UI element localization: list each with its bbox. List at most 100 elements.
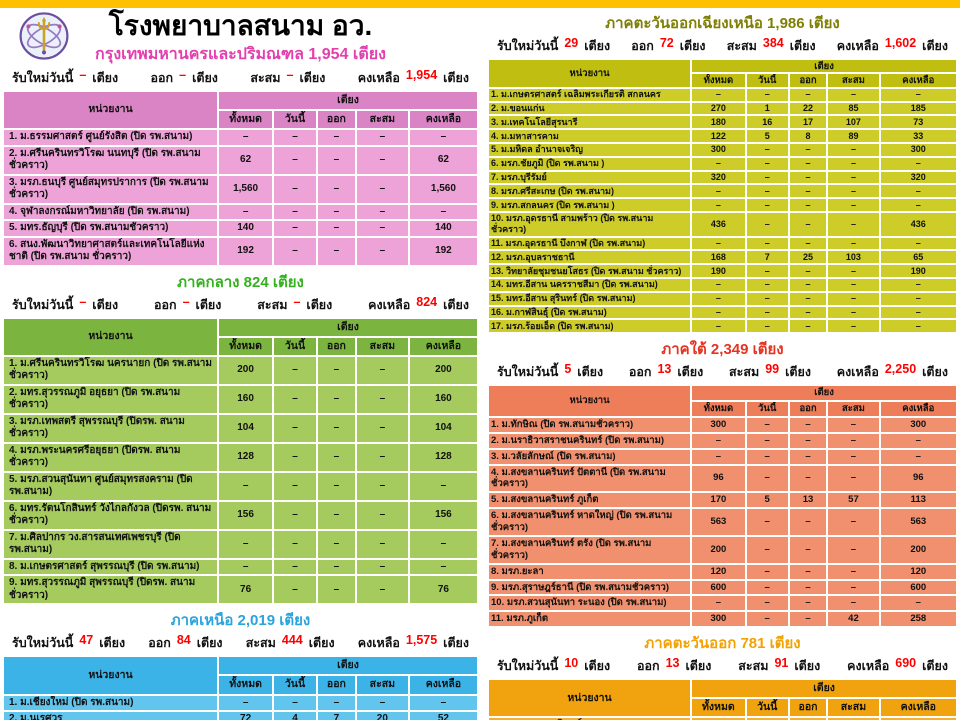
right-sections-host: ภาคตะวันออกเฉียงเหนือ 1,986 เตียง รับใหม…	[487, 8, 958, 720]
stat-unit: เตียง	[785, 365, 811, 380]
column-header: สะสม	[356, 337, 408, 355]
value-cell: –	[746, 88, 788, 101]
stat-label: ออก	[154, 297, 177, 312]
stat-label: ออก	[148, 636, 171, 651]
column-header: วันนี้	[746, 699, 788, 717]
value-cell: 103	[828, 251, 879, 264]
stat-label: คงเหลือ	[836, 365, 879, 380]
value-cell: –	[356, 130, 408, 145]
stat-value: 824	[416, 294, 438, 309]
value-cell: –	[880, 237, 956, 250]
unit-name-cell: 11. มรภ.ภูเก็ต	[489, 612, 691, 627]
unit-name-cell: 3. ม.วลัยลักษณ์ (ปิด รพ.สนาม)	[489, 449, 691, 464]
value-cell: –	[746, 612, 788, 627]
column-header-unit: หน่วยงาน	[489, 60, 691, 87]
stat-label: รับใหม่วันนี้	[497, 365, 559, 380]
value-cell: –	[274, 130, 316, 145]
table-row: 3. มรภ.ธนบุรี ศูนย์สมุทรปราการ (ปิด รพ.ส…	[4, 175, 477, 203]
unit-name-cell: 2. มทร.สุวรรณภูมิ อยุธยา (ปิด รพ.สนามชั่…	[4, 385, 217, 413]
value-cell: 33	[880, 130, 956, 142]
value-cell: –	[789, 143, 827, 156]
value-cell: –	[789, 171, 827, 184]
region-section: ภาคตะวันออกเฉียงเหนือ 1,986 เตียง รับใหม…	[487, 8, 958, 334]
value-cell: –	[789, 433, 827, 448]
value-cell: 320	[692, 171, 745, 184]
stat-label: สะสม	[245, 636, 276, 651]
stat-value: 84	[176, 633, 191, 648]
stat-unit: เตียง	[92, 297, 119, 312]
value-cell: 258	[880, 612, 956, 627]
value-cell: –	[828, 433, 879, 448]
value-cell: –	[789, 199, 827, 211]
left-sections-host: กรุงเทพมหานครและปริมณฑล 1,954 เตียง รับใ…	[2, 42, 479, 720]
value-cell: 300	[692, 143, 745, 156]
sub-header-row: ทั้งหมด วันนี้ ออก สะสม คงเหลือ	[489, 699, 956, 717]
stat-label: รับใหม่วันนี้	[12, 636, 74, 651]
main-header: โรงพยาบาลสนาม อว.	[2, 8, 479, 60]
table-row: 14. มทร.อีสาน นครราชสีมา (ปิด รพ.สนาม) – –…	[489, 278, 956, 291]
value-cell: –	[317, 695, 355, 711]
table-row: 7. ม.สงขลานครินทร์ ตรัง (ปิด รพ.สนามชั่ว…	[489, 536, 956, 563]
stat-label: สะสม	[738, 659, 769, 674]
value-cell: –	[692, 449, 745, 464]
value-cell: –	[692, 278, 745, 291]
value-cell: 600	[692, 580, 745, 595]
content-columns: โรงพยาบาลสนาม อว. กรุงเทพมหานครและปริมณฑ…	[0, 8, 960, 720]
value-cell: –	[789, 612, 827, 627]
value-cell: 190	[880, 265, 956, 277]
unit-name-cell: 10. มรภ.สวนสุนันทา ระนอง (ปิด รพ.สนาม)	[489, 596, 691, 611]
value-cell: 76	[409, 576, 477, 604]
value-cell: –	[356, 175, 408, 203]
sub-header-row: ทั้งหมด วันนี้ ออก สะสม คงเหลือ	[4, 676, 477, 694]
column-header-beds: เตียง	[692, 386, 956, 400]
stat-label: สะสม	[728, 365, 760, 380]
stat-value: 1,954	[405, 67, 438, 82]
unit-name-cell: 5. มทร.ธัญบุรี (ปิด รพ.สนามชั่วคราว)	[4, 221, 217, 236]
value-cell: –	[218, 130, 273, 145]
unit-name-cell: 7. ม.สงขลานครินทร์ ตรัง (ปิด รพ.สนามชั่ว…	[489, 536, 691, 563]
top-gold-strip	[0, 0, 960, 8]
value-cell: –	[274, 356, 316, 384]
beds-table: หน่วยงาน เตียง ทั้งหมด วันนี้ ออก สะสม คงเหล…	[487, 384, 958, 628]
value-cell: 89	[828, 130, 879, 142]
stat-group-remaining: คงเหลือ 2,250 เตียง	[837, 362, 948, 382]
value-cell: –	[828, 596, 879, 611]
value-cell: –	[317, 146, 355, 174]
column-header: คงเหลือ	[409, 110, 477, 129]
region-title: ภาคใต้ 2,349 เตียง	[661, 341, 784, 359]
table-row: 16. ม.กาฬสินธุ์ (ปิด รพ.สนาม) – – – – –	[489, 306, 956, 319]
column-header-unit: หน่วยงาน	[489, 680, 691, 717]
stat-label: คงเหลือ	[836, 39, 879, 53]
unit-name-cell: 4. ม.สงขลานครินทร์ ปัตตานี (ปิด รพ.สนามช…	[489, 465, 691, 492]
value-cell: 170	[692, 493, 745, 508]
table-row: 4. มรภ.พระนครศรีอยุธยา (ปิดรพ. สนาม ชั่ว…	[4, 443, 477, 471]
stat-unit: เตียง	[99, 636, 126, 651]
stat-group-new_today: รับใหม่วันนี้ 10 เตียง	[497, 656, 610, 676]
value-cell: –	[746, 564, 788, 579]
ministry-seal-icon	[19, 12, 69, 60]
table-row: 1. ม.ทักษิณ (ปิด รพ.สนามชั่วคราว) 300– – –3…	[489, 417, 956, 432]
table-row: 9. มรภ.สุราษฎร์ธานี (ปิด รพ.สนามชั่วคราว…	[489, 580, 956, 595]
unit-name-cell: 4. ม.มหาสารคาม	[489, 130, 691, 142]
unit-name-cell: 6. ม.สงขลานครินทร์ หาดใหญ่ (ปิด รพ.สนามช…	[489, 509, 691, 535]
value-cell: –	[828, 449, 879, 464]
column-header: คงเหลือ	[880, 402, 956, 416]
unit-name-cell: 12. มรภ.อุบลราชธานี	[489, 251, 691, 264]
page-title: โรงพยาบาลสนาม อว.	[108, 10, 373, 41]
column-header: วันนี้	[274, 110, 316, 129]
stat-unit: เตียง	[196, 636, 223, 651]
unit-name-cell: 9. มรภ.สกลนคร (ปิด รพ.สนาม )	[489, 199, 691, 211]
unit-name-cell: 13. วิทยาลัยชุมชนยโสธร (ปิด รพ.สนาม ชั่ว…	[489, 265, 691, 277]
value-cell: 107	[828, 116, 879, 129]
value-cell: 156	[218, 501, 273, 529]
unit-name-cell: 1. ม.เชียงใหม่ (ปิด รพ.สนาม)	[4, 695, 217, 711]
table-row: 8. ม.เกษตรศาสตร์ สุพรรณบุรี (ปิด รพ.สนาม…	[4, 559, 477, 575]
value-cell: –	[789, 212, 827, 236]
value-cell: –	[746, 509, 788, 535]
value-cell: –	[356, 559, 408, 575]
value-cell: –	[317, 130, 355, 145]
beds-table: หน่วยงาน เตียง ทั้งหมด วันนี้ ออก สะสม คงเหล…	[2, 90, 479, 267]
value-cell: –	[356, 414, 408, 442]
unit-name-cell: 5. ม.มหิดล อำนาจเจริญ	[489, 143, 691, 156]
column-header: ทั้งหมด	[692, 402, 745, 416]
